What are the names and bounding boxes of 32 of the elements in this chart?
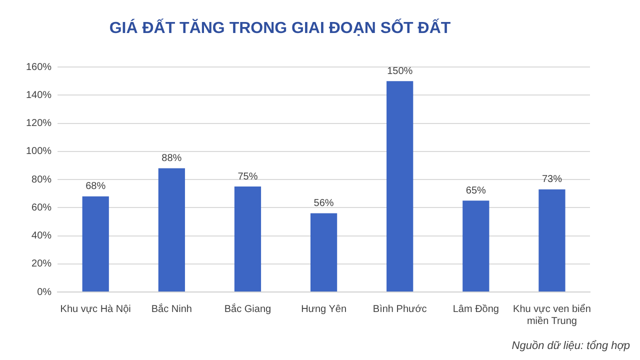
x-tick-label: Bình Phước	[372, 304, 427, 315]
y-tick-label: 120%	[26, 118, 52, 129]
data-label: 73%	[542, 174, 562, 186]
y-tick-label: 160%	[26, 62, 52, 73]
chart-title: GIÁ ĐẤT TĂNG TRONG GIAI ĐOẠN SỐT ĐẤT	[108, 20, 452, 38]
bar	[538, 189, 566, 292]
y-tick-label: 0%	[37, 286, 52, 298]
y-tick-label: 20%	[32, 258, 52, 270]
x-tick-label: Khu vực ven biển miền Trung	[513, 302, 591, 327]
x-tick-label: Hưng Yên	[301, 304, 347, 315]
data-label: 68%	[86, 181, 106, 192]
bar	[386, 81, 414, 292]
y-tick-label: 40%	[32, 230, 52, 242]
bar	[310, 213, 338, 292]
bar	[158, 168, 185, 292]
text: Nguồn dữ liệu: tổng hợp	[512, 340, 630, 352]
bar	[462, 200, 490, 292]
y-tick-label: 100%	[26, 146, 52, 158]
data-label: 150%	[387, 66, 413, 77]
data-label: 75%	[238, 171, 258, 182]
data-label: 65%	[466, 185, 486, 196]
bar	[234, 186, 262, 292]
x-tick-label: Lâm Đồng	[452, 304, 499, 315]
y-tick-label: 140%	[26, 90, 52, 101]
x-tick-label: Bắc Giang	[224, 302, 272, 315]
data-label: 88%	[162, 153, 182, 164]
x-tick-label: Bắc Ninh	[151, 302, 192, 315]
data-label: 56%	[314, 198, 334, 209]
y-tick-label: 60%	[32, 202, 52, 214]
bar	[82, 196, 109, 292]
y-tick-label: 80%	[32, 174, 52, 186]
x-tick-label: Khu vực Hà Nội	[60, 304, 131, 315]
